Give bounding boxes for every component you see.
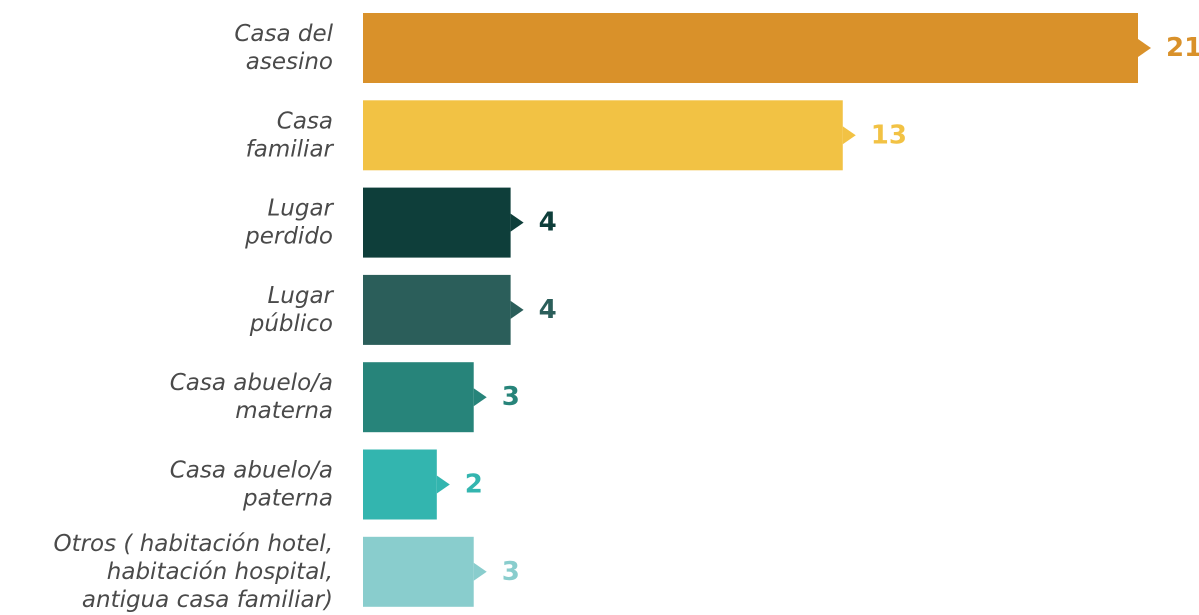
category-label: Casa del asesino (234, 21, 333, 75)
bar (363, 449, 437, 520)
bar (363, 362, 474, 433)
bar-arrow (510, 213, 524, 232)
category-label: Casa abuelo/a materna (170, 370, 333, 424)
data-label: 4 (539, 208, 557, 238)
data-label: 4 (539, 295, 557, 325)
bar-arrow (1138, 39, 1151, 57)
data-label: 13 (871, 120, 907, 150)
bar (363, 187, 511, 258)
category-label: Otros ( habitación hotel, habitación hosp… (53, 531, 333, 613)
category-label: Lugar perdido (244, 196, 334, 250)
bar-arrow (842, 126, 856, 145)
data-label: 21 (1166, 33, 1199, 63)
category-label: Casa abuelo/a paterna (170, 458, 333, 512)
bar (363, 536, 474, 607)
data-label: 2 (465, 470, 483, 500)
category-label: Lugar público (249, 283, 335, 337)
bar-arrow (510, 300, 524, 319)
bar-arrow (473, 388, 487, 407)
bar-arrow (473, 562, 487, 581)
bar (363, 100, 843, 171)
data-label: 3 (502, 557, 520, 587)
bar-arrow (436, 475, 450, 494)
bar (363, 13, 1138, 83)
bar (363, 274, 511, 345)
data-label: 3 (502, 382, 520, 412)
category-label: Casa familiar (246, 108, 335, 162)
